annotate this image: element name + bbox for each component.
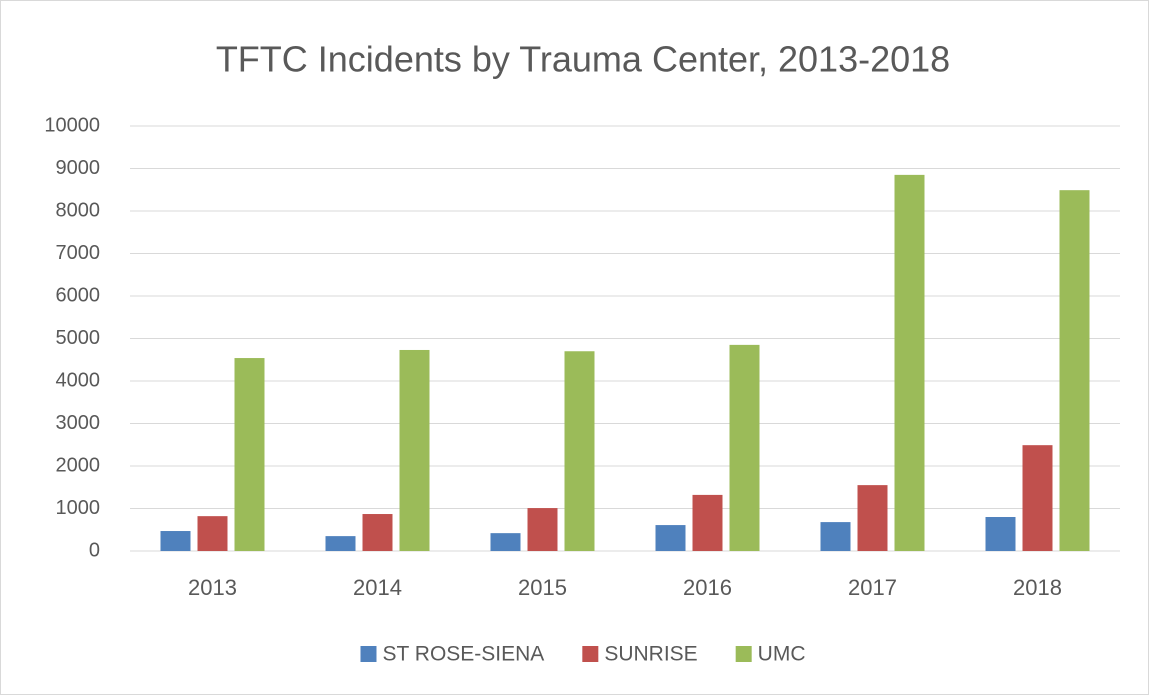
bar [655, 525, 686, 551]
y-tick-label: 3000 [56, 412, 101, 434]
bar [325, 536, 356, 551]
bar [692, 494, 723, 551]
chart-title: TFTC Incidents by Trauma Center, 2013-20… [216, 39, 950, 80]
x-tick-label: 2017 [848, 575, 897, 600]
legend-label: UMC [758, 643, 806, 666]
legend-swatch [582, 646, 599, 662]
bar [362, 514, 393, 551]
legend-label: SUNRISE [604, 643, 697, 666]
x-tick-label: 2016 [683, 575, 732, 600]
bar [564, 351, 595, 551]
y-tick-label: 1000 [56, 497, 101, 519]
bar [1059, 190, 1090, 552]
legend-swatch [735, 646, 752, 662]
legend-swatch [360, 646, 377, 662]
bar [729, 344, 760, 551]
y-tick-label: 6000 [56, 284, 101, 306]
bar [399, 349, 430, 551]
y-tick-label: 5000 [56, 327, 101, 349]
legend-label: ST ROSE-SIENA [382, 643, 544, 666]
bar [820, 522, 851, 551]
bar [894, 174, 925, 551]
bar [985, 517, 1016, 551]
bar [234, 358, 265, 551]
y-tick-label: 4000 [56, 369, 101, 391]
bar [490, 533, 521, 551]
x-tick-label: 2015 [518, 575, 567, 600]
y-tick-label: 7000 [56, 242, 101, 264]
y-tick-label: 0 [89, 539, 100, 561]
y-tick-label: 10000 [44, 114, 100, 136]
x-tick-label: 2013 [188, 575, 237, 600]
bar [527, 508, 558, 551]
bar [197, 516, 228, 551]
x-tick-label: 2014 [353, 575, 402, 600]
y-tick-label: 9000 [56, 157, 101, 179]
x-tick-label: 2018 [1013, 575, 1062, 600]
bar [857, 485, 888, 551]
bar [160, 531, 191, 551]
y-tick-label: 2000 [56, 454, 101, 476]
bar [1022, 445, 1053, 551]
y-tick-label: 8000 [56, 199, 101, 221]
